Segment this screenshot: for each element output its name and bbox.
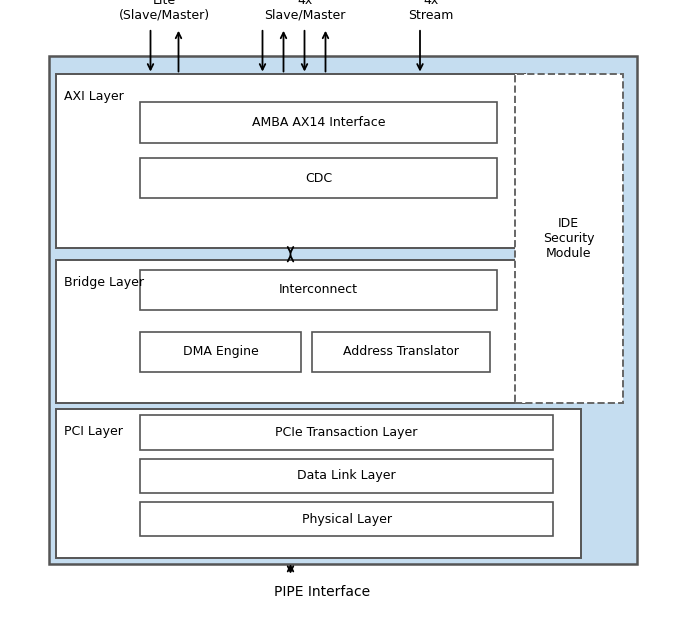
Text: Address Translator: Address Translator bbox=[343, 345, 458, 358]
Text: 4x
Stream: 4x Stream bbox=[408, 0, 453, 22]
Bar bbox=[56, 260, 525, 403]
Text: AXI Layer: AXI Layer bbox=[64, 90, 124, 103]
Text: Data Link Layer: Data Link Layer bbox=[298, 469, 396, 482]
Bar bbox=[140, 158, 497, 198]
Text: PCIe Transaction Layer: PCIe Transaction Layer bbox=[275, 426, 418, 439]
Text: Interconnect: Interconnect bbox=[279, 283, 358, 296]
Bar bbox=[49, 56, 637, 564]
Text: AMBA AX14 Interface: AMBA AX14 Interface bbox=[252, 116, 385, 129]
Bar bbox=[140, 415, 553, 450]
Text: 4x
Slave/Master: 4x Slave/Master bbox=[264, 0, 345, 22]
Text: DMA Engine: DMA Engine bbox=[183, 345, 258, 358]
Bar bbox=[140, 502, 553, 536]
Bar bbox=[56, 409, 581, 558]
Text: Bridge Layer: Bridge Layer bbox=[64, 276, 144, 289]
Text: Lite
(Slave/Master): Lite (Slave/Master) bbox=[119, 0, 210, 22]
Bar bbox=[140, 459, 553, 493]
Bar bbox=[140, 102, 497, 143]
Text: PIPE Interface: PIPE Interface bbox=[274, 585, 370, 599]
Bar bbox=[140, 270, 497, 310]
Text: IDE
Security
Module: IDE Security Module bbox=[543, 217, 594, 260]
Text: CDC: CDC bbox=[305, 172, 332, 185]
Bar bbox=[312, 332, 490, 372]
Text: PCI Layer: PCI Layer bbox=[64, 425, 123, 438]
Bar bbox=[56, 74, 525, 248]
Bar bbox=[514, 74, 623, 403]
Bar bbox=[140, 332, 301, 372]
Text: Physical Layer: Physical Layer bbox=[302, 513, 391, 526]
